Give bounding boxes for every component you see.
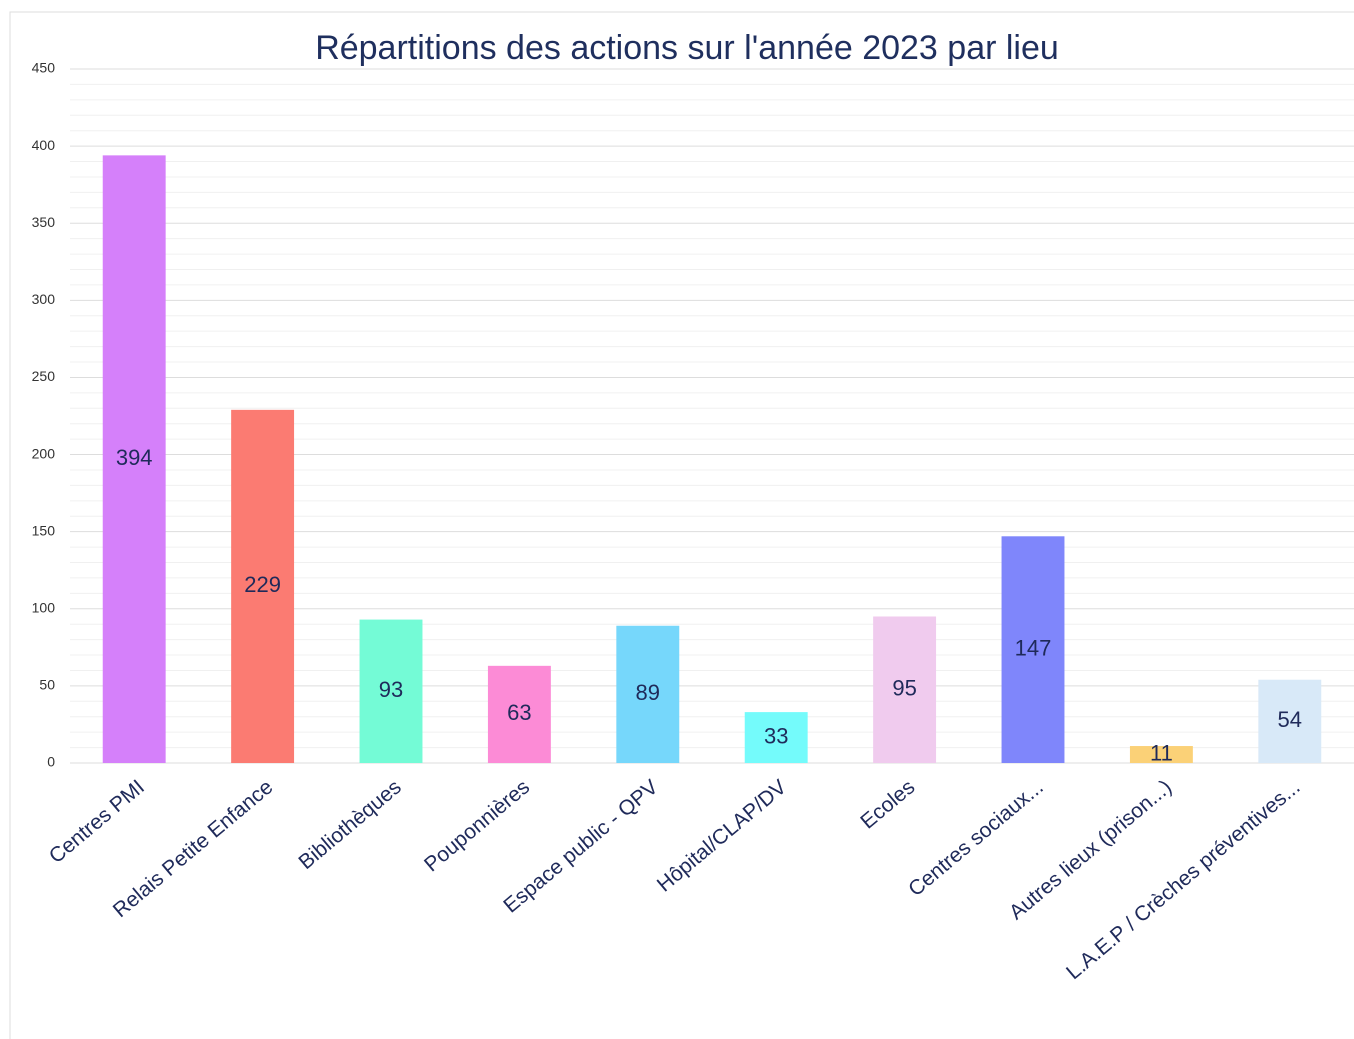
data-label: 394	[116, 445, 153, 470]
y-tick-label: 450	[32, 60, 56, 76]
bar	[359, 619, 423, 763]
y-tick-label: 200	[32, 445, 56, 461]
data-label: 11	[1150, 740, 1173, 765]
y-tick-label: 0	[47, 754, 55, 770]
chart-border	[9, 11, 1354, 1039]
data-label: 229	[244, 572, 281, 597]
data-label: 93	[379, 677, 403, 702]
data-label: 89	[636, 680, 660, 705]
chart-title: Répartitions des actions sur l'année 202…	[315, 29, 1059, 67]
data-label: 95	[892, 676, 916, 701]
data-label: 63	[507, 700, 531, 725]
bar	[1129, 746, 1193, 763]
y-tick-label: 150	[32, 522, 56, 538]
bar	[744, 712, 808, 763]
y-tick-label: 100	[32, 599, 56, 615]
bar	[1258, 679, 1322, 763]
bar	[487, 665, 551, 763]
bar	[102, 155, 166, 763]
bar	[1001, 536, 1065, 763]
y-tick-label: 50	[39, 677, 55, 693]
data-label: 54	[1278, 707, 1302, 732]
bar	[231, 409, 295, 763]
y-tick-label: 400	[32, 137, 56, 153]
data-label: 33	[764, 723, 788, 748]
y-tick-label: 300	[32, 291, 56, 307]
data-label: 147	[1015, 635, 1052, 660]
y-tick-label: 250	[32, 368, 56, 384]
y-tick-label: 350	[32, 214, 56, 230]
bar	[616, 625, 680, 763]
bar	[873, 616, 937, 763]
